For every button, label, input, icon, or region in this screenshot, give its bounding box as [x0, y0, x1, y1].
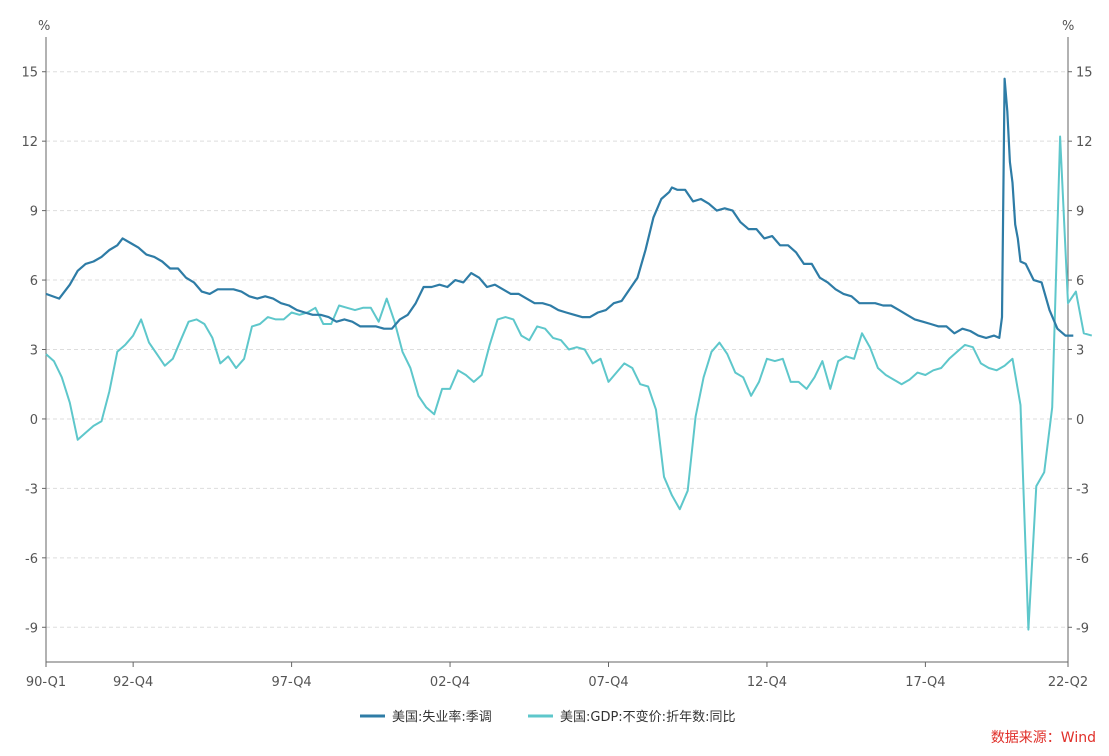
left-axis-unit: %: [38, 19, 50, 34]
legend-label-unemployment: 美国:失业率:季调: [392, 709, 492, 725]
y-tick-label-left: 6: [30, 274, 38, 289]
x-tick-label: 02-Q4: [430, 675, 470, 690]
x-tick-label: 92-Q4: [113, 675, 153, 690]
left-y-ticks: 15 12 9 6 3 0 -3 -6 -9: [21, 66, 46, 636]
legend: 美国:失业率:季调 美国:GDP:不变价:折年数:同比: [360, 709, 735, 725]
x-tick-label: 97-Q4: [271, 675, 311, 690]
right-y-ticks: 15 12 9 6 3 0 -3 -6 -9: [1068, 66, 1093, 636]
series-lines: [45, 77, 1093, 631]
y-tick-label-right: -3: [1076, 482, 1089, 497]
x-ticks: 90-Q1 92-Q4 97-Q4 02-Q4 07-Q4 12-Q4 17-Q4 22-Q2: [26, 662, 1088, 690]
x-tick-label: 17-Q4: [905, 675, 945, 690]
series-line-unemployment: [45, 77, 1074, 339]
y-tick-label-left: -6: [25, 552, 38, 567]
y-tick-label-right: 12: [1076, 135, 1093, 150]
y-tick-label-right: -6: [1076, 552, 1089, 567]
gridlines: [46, 71, 1068, 628]
y-tick-label-left: 3: [30, 344, 38, 359]
y-tick-label-left: -3: [25, 482, 38, 497]
y-tick-label-left: 9: [30, 205, 38, 220]
y-tick-label-left: 0: [30, 413, 38, 428]
x-tick-label: 22-Q2: [1048, 675, 1088, 690]
source-note: 数据来源：Wind: [991, 730, 1096, 746]
legend-label-gdp: 美国:GDP:不变价:折年数:同比: [560, 709, 735, 725]
y-tick-label-right: 15: [1076, 66, 1093, 81]
x-tick-label: 90-Q1: [26, 675, 66, 690]
right-axis-unit: %: [1062, 19, 1074, 34]
y-tick-label-left: -9: [25, 621, 38, 636]
y-tick-label-right: 6: [1076, 274, 1084, 289]
y-tick-label-right: 3: [1076, 344, 1084, 359]
y-tick-label-right: 0: [1076, 413, 1084, 428]
y-tick-label-right: 9: [1076, 205, 1084, 220]
x-tick-label: 12-Q4: [747, 675, 787, 690]
y-tick-label-left: 15: [21, 66, 38, 81]
y-tick-label-right: -9: [1076, 621, 1089, 636]
y-tick-label-left: 12: [21, 135, 38, 150]
x-tick-label: 07-Q4: [588, 675, 628, 690]
series-line-gdp: [45, 135, 1093, 631]
